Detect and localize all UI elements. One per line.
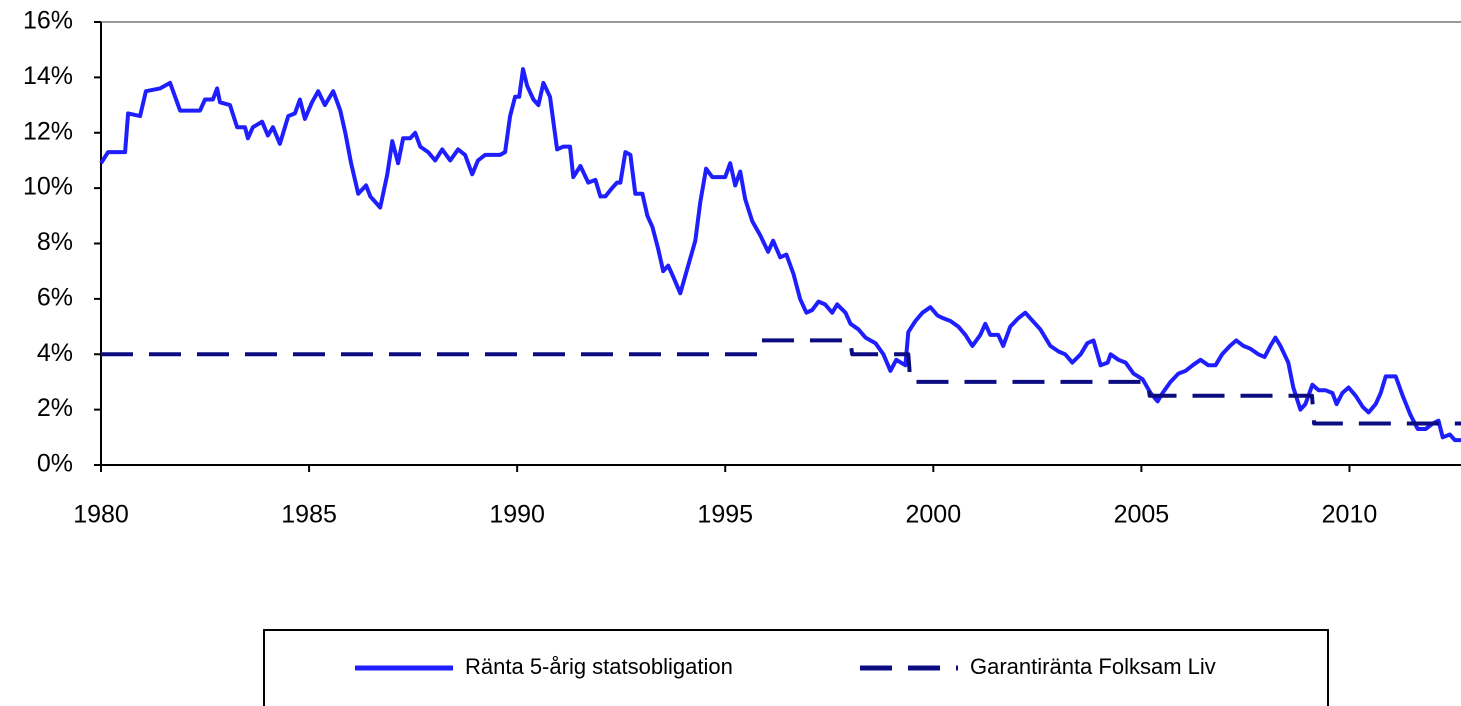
legend-label: Garantiränta Folksam Liv xyxy=(970,654,1216,679)
y-tick-label: 12% xyxy=(23,117,73,145)
y-tick-label: 6% xyxy=(37,283,73,311)
series-line xyxy=(99,67,1461,443)
series-line xyxy=(101,338,1461,426)
x-tick-label: 2010 xyxy=(1322,501,1378,529)
x-tick-label: 1985 xyxy=(281,501,337,529)
y-tick-label: 10% xyxy=(23,173,73,201)
x-tick-label: 2005 xyxy=(1114,501,1170,529)
x-tick-label: 1990 xyxy=(489,501,545,529)
y-tick-label: 2% xyxy=(37,394,73,422)
x-tick-label: 1995 xyxy=(697,501,753,529)
x-tick-label: 2000 xyxy=(906,501,962,529)
y-tick-label: 16% xyxy=(23,7,73,35)
legend-label: Ränta 5-årig statsobligation xyxy=(465,654,733,679)
y-tick-label: 0% xyxy=(37,450,73,478)
y-tick-label: 4% xyxy=(37,339,73,367)
y-tick-label: 8% xyxy=(37,228,73,256)
x-tick-label: 1980 xyxy=(73,501,129,529)
y-tick-label: 14% xyxy=(23,62,73,90)
